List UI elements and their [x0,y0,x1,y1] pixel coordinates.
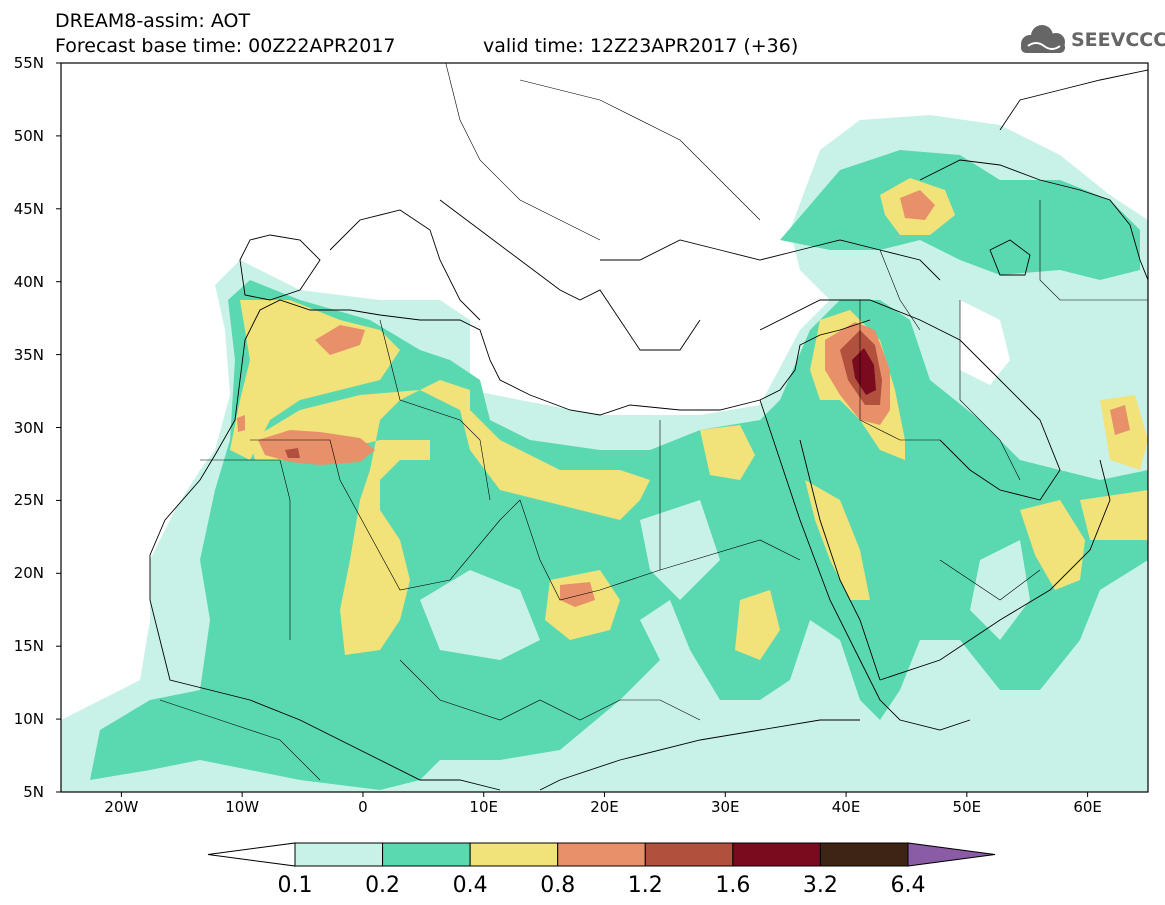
colorbar [207,842,996,867]
colorbar-over-arrow [907,842,996,867]
lon-label: 30E [710,798,740,816]
colorbar-label: 3.2 [802,873,838,898]
lon-label: 60E [1073,798,1102,816]
country-borders [159,63,1148,781]
cloud-icon [1021,25,1065,53]
logo-text: SEEVCCC [1071,29,1165,51]
aot-field [61,63,1148,792]
lon-label: 10E [469,798,498,816]
lon-label: 40E [831,798,861,816]
colorbar-segment [732,842,821,867]
lat-label: 40N [13,272,44,291]
lat-label: 45N [13,199,44,218]
lat-label: 15N [13,637,44,656]
colorbar-under-arrow [207,842,296,867]
colorbar-segment [469,842,559,867]
lat-label: 55N [13,54,44,72]
colorbar-segment [382,842,471,867]
aot-contour-1.6 [852,348,876,395]
chart-title: DREAM8-assim: AOT [55,10,251,32]
colorbar-label: 0.1 [277,873,313,898]
colorbar-label: 0.8 [540,873,576,898]
colorbar-segment [294,842,384,867]
coastlines [149,69,1148,791]
lat-label: 20N [13,564,44,583]
forecast-valid-time: valid time: 12Z23APR2017 (+36) [483,35,799,57]
lon-ticks [120,792,1089,797]
lat-label: 35N [13,345,44,364]
seevccc-logo [1021,25,1065,53]
forecast-base-time: Forecast base time: 00Z22APR2017 [55,35,396,57]
colorbar-segment [819,842,909,867]
lon-label: 20W [104,798,139,816]
colorbar-label: 0.2 [365,873,401,898]
lon-label: 20E [590,798,619,816]
lat-label: 30N [13,418,44,437]
colorbar-label: 1.6 [715,873,751,898]
lat-label: 10N [13,710,44,729]
colorbar-label: 1.2 [627,873,663,898]
colorbar-label: 6.4 [890,873,926,898]
colorbar-segment [557,842,646,867]
lon-label: 10W [225,798,260,816]
lon-label: 0 [358,798,368,816]
lat-label: 25N [13,491,44,510]
lat-label: 5N [23,783,44,801]
lat-label: 50N [13,126,44,145]
lon-label: 50E [952,798,982,816]
colorbar-segment [644,842,734,867]
lat-ticks [56,62,61,793]
colorbar-label: 0.4 [452,873,488,898]
